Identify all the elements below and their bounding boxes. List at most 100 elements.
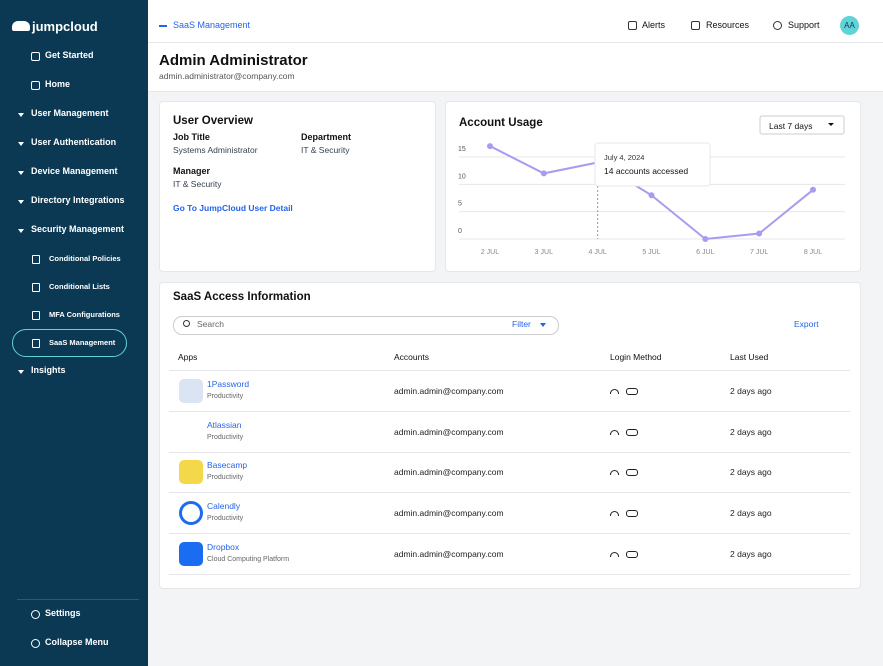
tooltip-date: July 4, 2024 xyxy=(604,153,644,162)
icon xyxy=(691,21,700,30)
back-link[interactable]: SaaS Management xyxy=(173,20,251,30)
app-name[interactable]: Atlassian xyxy=(207,419,242,430)
field-label: Manager xyxy=(173,166,211,176)
login-icon xyxy=(610,551,619,557)
login-icon xyxy=(610,470,619,476)
last-used: 2 days ago xyxy=(730,386,772,396)
app-icon xyxy=(179,379,203,403)
row-line xyxy=(169,451,850,453)
x-tick-label: 7 JUL xyxy=(750,249,768,256)
usage-point xyxy=(648,192,655,199)
nav-icon xyxy=(32,283,40,292)
back-arrow xyxy=(159,25,167,27)
nav-item[interactable]: Insights xyxy=(31,365,66,375)
nav-item[interactable]: Device Management xyxy=(31,166,118,176)
x-tick-label: 6 JUL xyxy=(696,249,714,256)
row-line xyxy=(169,492,850,494)
nav-item[interactable]: Directory Integrations xyxy=(31,195,125,205)
field-value: IT & Security xyxy=(173,179,222,189)
app-icon xyxy=(179,501,203,526)
y-tick-label: 10 xyxy=(458,173,466,180)
nav-subitem[interactable]: MFA Configurations xyxy=(49,310,120,319)
logo-icon xyxy=(12,21,30,31)
column-header[interactable]: Apps xyxy=(178,352,198,362)
row-line xyxy=(169,533,850,535)
nav-item[interactable]: Collapse Menu xyxy=(45,637,109,647)
column-header[interactable]: Last Used xyxy=(730,352,769,362)
range-label: Last 7 days xyxy=(769,121,812,131)
filter-caret xyxy=(540,323,546,327)
nav-item[interactable]: Settings xyxy=(45,608,81,618)
account: admin.admin@company.com xyxy=(394,508,504,519)
dropdown-caret xyxy=(828,123,834,126)
search-icon xyxy=(183,320,190,327)
nav-icon xyxy=(32,311,40,320)
chevron xyxy=(18,142,24,146)
nav-item[interactable]: Security Management xyxy=(31,224,125,234)
header xyxy=(148,43,883,92)
nav-icon xyxy=(31,81,40,90)
nav-subitem[interactable]: Conditional Policies xyxy=(49,254,121,263)
topbar-support[interactable]: Support xyxy=(788,20,820,30)
app-icon xyxy=(179,419,203,444)
user-name: Admin Administrator xyxy=(159,52,308,69)
x-tick-label: 8 JUL xyxy=(804,249,822,256)
nav-icon xyxy=(31,639,40,648)
app-name[interactable]: Basecamp xyxy=(207,460,248,471)
filter-button[interactable]: Filter xyxy=(512,319,531,329)
account: admin.admin@company.com xyxy=(394,426,504,437)
user-overview-card xyxy=(159,101,436,272)
key-icon xyxy=(626,428,638,436)
key-icon xyxy=(626,469,638,477)
field-value: Systems Administrator xyxy=(173,145,258,155)
app-name[interactable]: Calendly xyxy=(207,501,241,512)
last-used: 2 days ago xyxy=(730,508,772,519)
divider xyxy=(17,599,139,600)
app-icon xyxy=(179,460,203,485)
card-title: SaaS Access Information xyxy=(173,291,311,303)
last-used: 2 days ago xyxy=(730,426,772,437)
avatar[interactable]: AA xyxy=(840,16,859,35)
nav-subitem[interactable]: SaaS Management xyxy=(49,338,116,347)
chevron xyxy=(18,171,24,175)
account-usage-chart: Account Usage Last 7 days 0 5 10 15 2 JUL 3 JUL… xyxy=(458,115,845,256)
app-category: Productivity xyxy=(207,433,244,441)
tooltip-text: 14 accounts accessed xyxy=(604,166,688,176)
login-icon xyxy=(610,511,619,517)
app-name[interactable]: Dropbox xyxy=(207,541,240,552)
nav-icon xyxy=(32,339,40,348)
nav-item[interactable]: Get Started xyxy=(45,50,94,60)
nav-icon xyxy=(31,610,40,619)
topbar xyxy=(148,0,883,43)
x-tick-label: 4 JUL xyxy=(589,249,607,256)
login-icon xyxy=(610,429,619,435)
app-name[interactable]: 1Password xyxy=(207,379,250,389)
column-header[interactable]: Login Method xyxy=(610,352,662,362)
usage-point xyxy=(810,186,816,193)
chevron xyxy=(18,113,24,117)
y-tick-label: 0 xyxy=(458,228,462,235)
card-title: User Overview xyxy=(173,115,253,127)
icon xyxy=(628,21,637,30)
export-button[interactable]: Export xyxy=(794,319,819,329)
usage-point xyxy=(756,230,763,237)
active-outline xyxy=(12,329,127,357)
nav-item[interactable]: User Management xyxy=(31,108,109,118)
saas-card xyxy=(159,282,861,589)
topbar-alerts[interactable]: Alerts xyxy=(642,20,666,30)
last-used: 2 days ago xyxy=(730,467,772,478)
detail-link[interactable]: Go To JumpCloud User Detail xyxy=(173,203,293,213)
nav-item[interactable]: User Authentication xyxy=(31,137,117,147)
field-value: IT & Security xyxy=(301,145,350,155)
range-dropdown[interactable] xyxy=(759,115,845,135)
user-email: admin.administrator@company.com xyxy=(159,71,295,81)
nav-subitem[interactable]: Conditional Lists xyxy=(49,282,110,291)
app-icon xyxy=(179,541,203,566)
topbar-resources[interactable]: Resources xyxy=(706,20,750,30)
x-tick-label: 3 JUL xyxy=(535,249,553,256)
search-placeholder: Search xyxy=(197,319,224,329)
column-header[interactable]: Accounts xyxy=(394,352,429,362)
app-category: Cloud Computing Platform xyxy=(207,555,290,563)
nav-item[interactable]: Home xyxy=(45,79,71,89)
search-box[interactable] xyxy=(173,316,559,335)
